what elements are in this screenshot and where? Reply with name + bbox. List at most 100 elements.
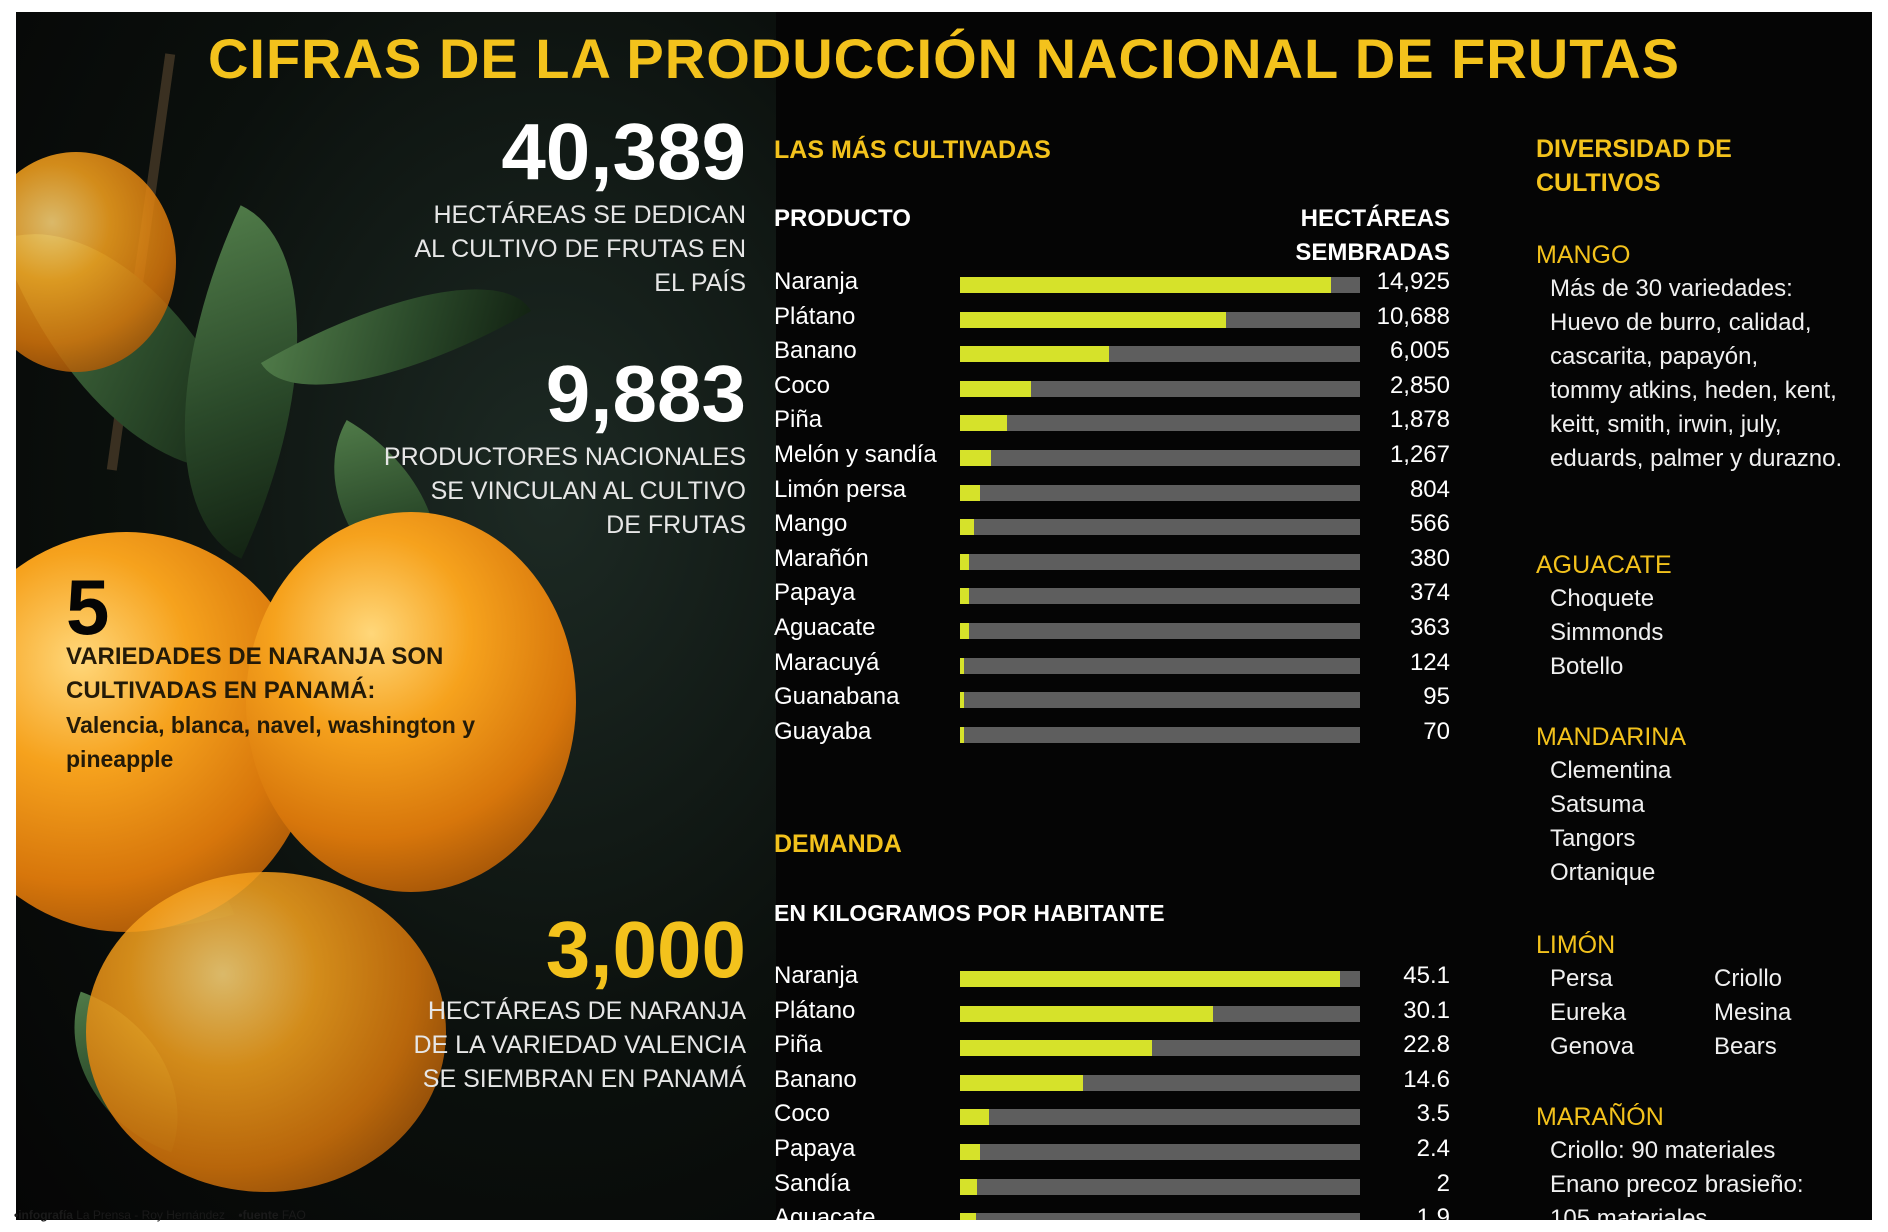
bar	[960, 1074, 1083, 1091]
stat-varieties-desc: VARIEDADES DE NARANJA SON CULTIVADAS EN …	[66, 640, 536, 708]
bar-track	[960, 1040, 1360, 1057]
stat-valencia-number: 3,000	[545, 905, 746, 994]
orange	[16, 152, 176, 372]
limon-varieties-col2: Criollo Mesina Bears	[1714, 962, 1791, 1064]
hectares-column-header: HECTÁREAS SEMBRADAS	[1295, 205, 1450, 266]
bar	[960, 657, 964, 674]
bar-value-label: 1.9	[1416, 1204, 1450, 1220]
bar-label: Plátano	[774, 996, 856, 1024]
bar-value-label: 22.8	[1403, 1031, 1450, 1059]
product-column-header: PRODUCTO	[774, 205, 911, 232]
variety-line: Ortanique	[1550, 859, 1656, 886]
stat-hectares-desc: HECTÁREAS SE DEDICAN AL CULTIVO DE FRUTA…	[326, 198, 746, 300]
bar-label: Melón y sandía	[774, 441, 937, 468]
stat-line: DE FRUTAS	[606, 511, 746, 539]
orange	[246, 512, 576, 892]
bar-track	[960, 971, 1360, 987]
bar-label: Limón persa	[774, 475, 907, 503]
bar	[960, 415, 1007, 432]
bar	[960, 346, 1110, 363]
bar-value-label: 2.4	[1416, 1135, 1450, 1162]
bar-value-label: 95	[1423, 683, 1450, 711]
bar-value-label: 1,267	[1389, 441, 1450, 468]
diversity-title-line: DIVERSIDAD DE	[1536, 135, 1732, 163]
bar	[960, 277, 1331, 293]
bar-label: Piña	[774, 1031, 823, 1059]
stat-valencia-desc: HECTÁREAS DE NARANJA DE LA VARIEDAD VALE…	[326, 994, 746, 1096]
variety-line: Eureka	[1550, 999, 1627, 1026]
bar-label: Sandía	[774, 1169, 851, 1197]
orange-photo	[16, 12, 776, 1220]
bar-track	[960, 1074, 1360, 1091]
demand-chart-subtitle: EN KILOGRAMOS POR HABITANTE	[774, 900, 1165, 926]
bar	[960, 971, 1340, 987]
source-text: FAO	[281, 1208, 306, 1222]
bar-value-label: 30.1	[1403, 996, 1450, 1024]
bar-label: Naranja	[774, 268, 859, 295]
bar	[960, 1178, 977, 1195]
stat-line: PRODUCTORES NACIONALES	[383, 443, 746, 471]
bar-value-label: 14.6	[1403, 1065, 1450, 1093]
variety-line: Choquete	[1550, 585, 1655, 612]
aguacate-heading: AGUACATE	[1536, 551, 1672, 579]
bar-value-label: 3.5	[1416, 1100, 1450, 1128]
bar-label: Aguacate	[774, 1204, 876, 1220]
bar-value-label: 1,878	[1389, 406, 1450, 434]
stat-line: CULTIVADAS EN PANAMÁ:	[66, 677, 376, 704]
bar-track	[960, 484, 1360, 501]
variety-line: Simmonds	[1550, 619, 1664, 646]
bar-value-label: 2,850	[1389, 371, 1450, 399]
stat-line: SE SIEMBRAN EN PANAMÁ	[422, 1065, 746, 1093]
stat-producers-desc: PRODUCTORES NACIONALES SE VINCULAN AL CU…	[326, 440, 746, 542]
source-label: •fuente	[238, 1208, 279, 1222]
bar-label: Banano	[774, 337, 857, 365]
bar	[960, 1144, 981, 1160]
bar	[960, 450, 992, 466]
stat-line: Valencia, blanca, navel, washington y	[66, 712, 476, 738]
bar-track	[960, 1213, 1360, 1220]
bar-track	[960, 657, 1360, 674]
bar-value-label: 2	[1436, 1169, 1450, 1197]
infographic-canvas: CIFRAS DE LA PRODUCCIÓN NACIONAL DE FRUT…	[16, 12, 1872, 1220]
bar-track	[960, 277, 1360, 293]
bar-track	[960, 1005, 1360, 1022]
stat-line: SE VINCULAN AL CULTIVO	[430, 477, 746, 505]
mandarina-heading: MANDARINA	[1536, 723, 1687, 751]
stat-line: AL CULTIVO DE FRUTAS EN	[414, 235, 746, 263]
bar-value-label: 566	[1409, 510, 1450, 538]
stat-line: HECTÁREAS DE NARANJA	[427, 997, 746, 1025]
mango-varieties: Más de 30 variedades: Huevo de burro, ca…	[1550, 272, 1870, 476]
variety-line: Persa	[1550, 965, 1613, 992]
bar-label: Plátano	[774, 302, 856, 330]
bar	[960, 1109, 990, 1126]
bar-track	[960, 726, 1360, 743]
bar	[960, 726, 964, 743]
bar-label: Aguacate	[774, 614, 876, 641]
stat-line: pineapple	[66, 746, 174, 772]
bar-value-label: 14,925	[1376, 268, 1450, 295]
bar-label: Guayaba	[774, 717, 872, 745]
demand-chart-title: DEMANDA	[774, 830, 902, 858]
cultivated-chart-title: LAS MÁS CULTIVADAS	[774, 136, 1051, 164]
bar-track	[960, 1178, 1360, 1195]
variety-line: Satsuma	[1550, 791, 1645, 818]
bar	[960, 1005, 1214, 1022]
bar-track	[960, 450, 1360, 466]
variety-line: Bears	[1714, 1033, 1777, 1060]
variety-line: eduards, palmer y durazno.	[1550, 445, 1843, 472]
bar-track	[960, 553, 1360, 570]
variety-line: Más de 30 variedades:	[1550, 275, 1793, 302]
bar-track	[960, 311, 1360, 328]
maranon-varieties: Criollo: 90 materiales Enano precoz bras…	[1550, 1134, 1870, 1220]
bar	[960, 692, 964, 709]
bar-value-label: 70	[1423, 717, 1450, 745]
variety-line: cascarita, papayón,	[1550, 343, 1759, 370]
bar-track	[960, 415, 1360, 432]
credits-footer: •infografía La Prensa - Roy Hernández •f…	[14, 1208, 306, 1222]
bar	[960, 311, 1226, 328]
bar-label: Naranja	[774, 962, 859, 989]
bar	[960, 519, 975, 536]
bar-value-label: 45.1	[1403, 962, 1450, 989]
bar-label: Coco	[774, 371, 831, 399]
bar-track	[960, 623, 1360, 639]
